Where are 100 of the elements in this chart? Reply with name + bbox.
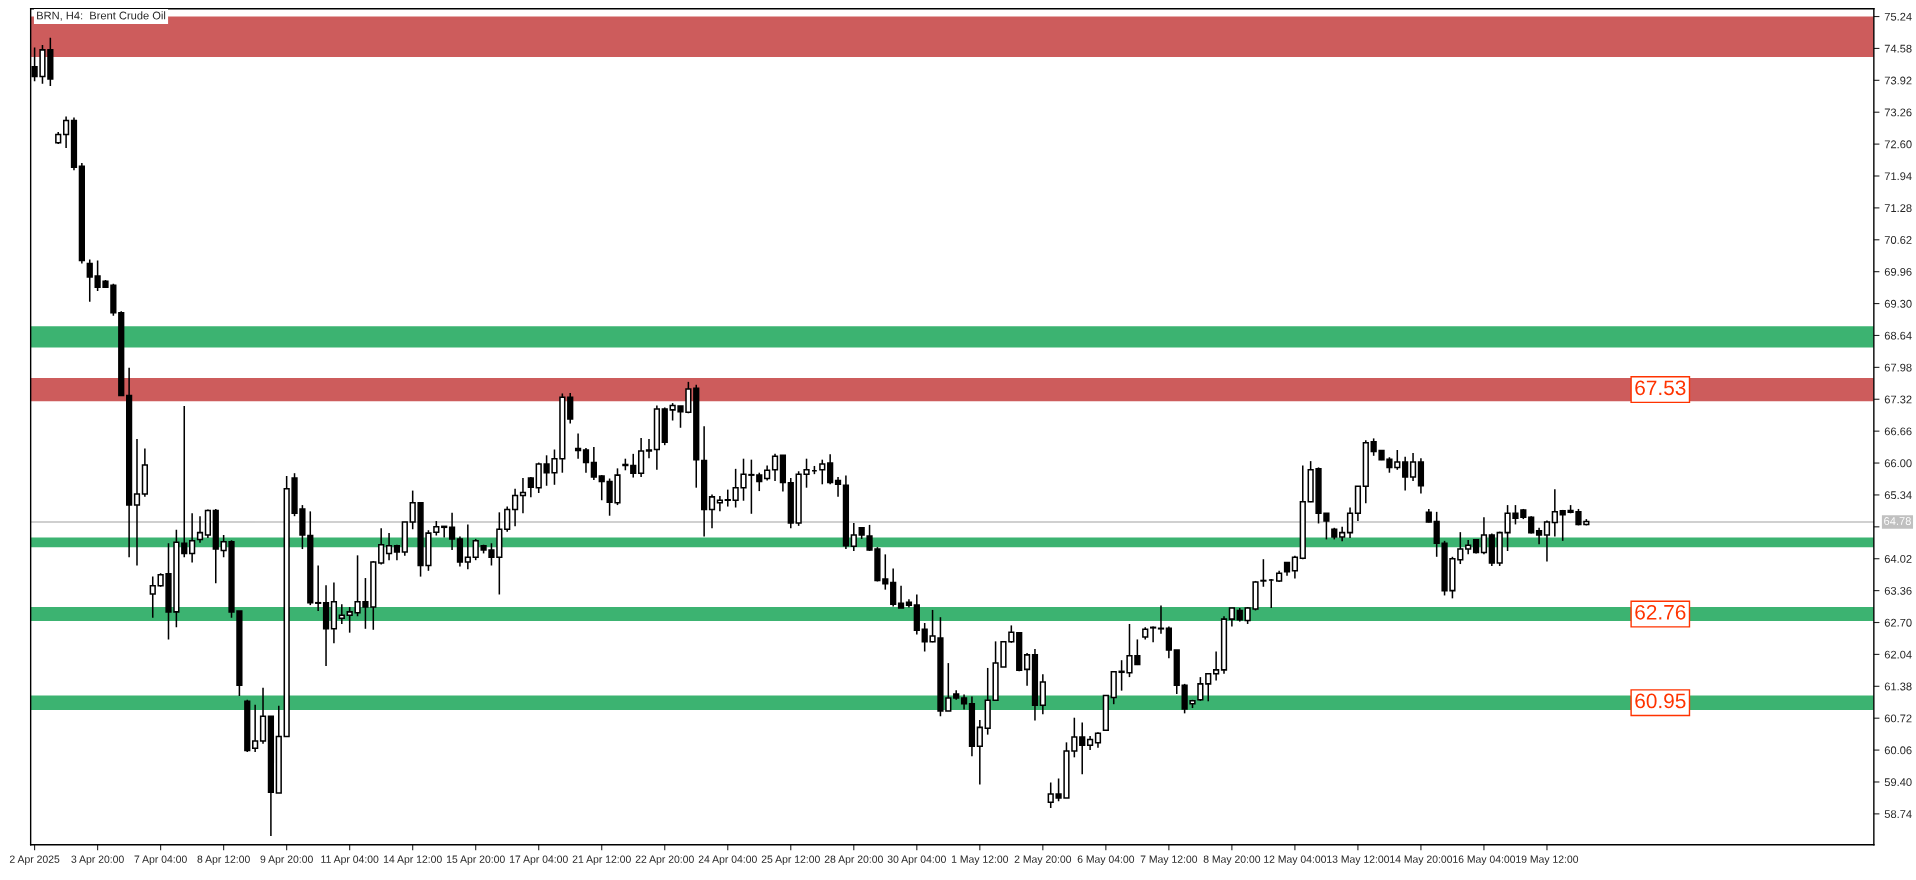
- y-tick-label: 70.62: [1884, 236, 1912, 244]
- candlestick: [976, 719, 983, 786]
- candlestick: [338, 603, 345, 625]
- candlestick: [1228, 607, 1236, 628]
- y-tick-label: 63.36: [1884, 586, 1912, 595]
- candlestick: [1149, 625, 1157, 644]
- candlestick: [1417, 457, 1425, 495]
- chart-title: BRN, H4: Brent Crude Oil: [37, 11, 166, 21]
- candlestick: [1346, 506, 1354, 539]
- x-tick-label: 2 May 20:00: [1014, 855, 1072, 865]
- x-tick-label: 8 May 20:00: [1203, 855, 1261, 865]
- candlestick: [1480, 516, 1488, 556]
- y-tick-label: 73.92: [1884, 76, 1912, 85]
- candlestick: [464, 523, 471, 571]
- candlestick: [890, 567, 897, 608]
- candlestick: [819, 458, 826, 486]
- candlestick: [378, 527, 385, 566]
- x-tick-label: 17 Apr 04:00: [509, 855, 568, 865]
- candlestick: [196, 515, 204, 544]
- band-label: 67.53: [1635, 380, 1686, 396]
- x-tick-label: 11 Apr 04:00: [321, 855, 379, 865]
- candlestick: [1023, 652, 1031, 687]
- candlestick: [716, 495, 724, 513]
- x-tick-label: 8 Apr 12:00: [197, 855, 250, 865]
- y-tick-label: 60.06: [1884, 746, 1912, 755]
- candlestick: [1039, 673, 1046, 716]
- candlestick: [582, 447, 590, 474]
- candlestick: [133, 438, 141, 567]
- candlestick: [1157, 604, 1165, 635]
- x-tick-label: 22 Apr 20:00: [635, 855, 694, 865]
- candlestick: [1291, 555, 1299, 580]
- y-tick-label: 65.34: [1884, 491, 1912, 500]
- candlestick: [511, 487, 519, 528]
- ref-line-label: 64.78: [1884, 517, 1911, 525]
- candlestick: [574, 432, 582, 460]
- x-tick-label: 3 Apr 20:00: [71, 855, 124, 865]
- candlestick: [827, 453, 834, 486]
- x-tick-label: 7 May 12:00: [1140, 855, 1198, 865]
- x-tick-label: 9 Apr 20:00: [260, 855, 313, 865]
- candlestick: [456, 535, 464, 568]
- candlestick: [189, 512, 196, 564]
- candlestick: [724, 488, 731, 508]
- y-tick-label: 61.38: [1884, 682, 1912, 691]
- candlestick: [1079, 721, 1086, 776]
- y-tick-label: 71.94: [1884, 172, 1912, 181]
- y-tick-label: 73.26: [1884, 108, 1912, 117]
- x-tick-label: 13 May 12:00: [1327, 855, 1390, 865]
- band-label: 62.76: [1635, 604, 1686, 620]
- x-tick-label: 21 Apr 12:00: [572, 855, 631, 865]
- x-tick-label: 14 May 20:00: [1390, 855, 1453, 865]
- y-tick-label: 62.04: [1884, 650, 1912, 659]
- x-tick-label: 14 Apr 12:00: [383, 855, 442, 865]
- candlestick: [645, 438, 653, 459]
- candlestick: [630, 453, 637, 479]
- y-tick-label: 72.60: [1884, 140, 1912, 149]
- y-tick-label: 69.96: [1884, 267, 1912, 276]
- x-tick-label: 6 May 04:00: [1077, 855, 1135, 865]
- candlestick: [771, 453, 779, 482]
- x-tick-label: 30 Apr 04:00: [887, 855, 946, 865]
- y-tick-label: 58.74: [1884, 810, 1912, 819]
- x-tick-label: 19 May 12:00: [1516, 855, 1579, 865]
- x-tick-label: 25 Apr 12:00: [761, 855, 820, 865]
- y-tick-label: 59.40: [1884, 778, 1912, 787]
- candlestick: [590, 446, 597, 481]
- x-tick-label: 28 Apr 20:00: [824, 855, 883, 865]
- candlestick: [62, 115, 70, 149]
- candlestick: [1543, 519, 1551, 563]
- candlestick: [1409, 452, 1417, 482]
- candlestick: [504, 505, 511, 533]
- candlestick: [637, 437, 645, 478]
- candlestick: [897, 585, 905, 609]
- x-tick-label: 7 Apr 04:00: [134, 855, 187, 865]
- candlestick: [567, 392, 574, 425]
- x-tick-label: 1 May 12:00: [951, 855, 1009, 865]
- y-tick-label: 66.66: [1884, 427, 1912, 436]
- candlestick: [252, 703, 259, 753]
- y-tick-label: 74.58: [1884, 44, 1912, 53]
- y-tick-label: 67.98: [1884, 363, 1912, 372]
- band-label: 60.95: [1635, 693, 1686, 709]
- y-tick-label: 67.32: [1884, 395, 1912, 404]
- candlestick: [1551, 488, 1558, 538]
- y-tick-label: 75.24: [1884, 12, 1912, 21]
- candlestick: [448, 512, 456, 551]
- candlestick: [1402, 455, 1409, 492]
- y-tick-label: 68.64: [1884, 331, 1912, 340]
- candlestick: [1212, 650, 1220, 682]
- y-tick-label: 64.02: [1884, 554, 1912, 563]
- candlestick: [708, 493, 716, 530]
- y-tick-label: 69.30: [1884, 299, 1912, 308]
- x-tick-label: 2 Apr 2025: [9, 855, 60, 865]
- candlestick: [519, 477, 527, 515]
- candlestick: [315, 564, 322, 612]
- y-tick-label: 66.00: [1884, 459, 1912, 468]
- x-tick-label: 24 Apr 04:00: [698, 855, 757, 865]
- candlestick: [834, 476, 842, 498]
- y-tick-label: 62.70: [1884, 618, 1912, 627]
- y-tick-label: 60.72: [1884, 714, 1912, 723]
- candlestick: [850, 522, 857, 552]
- candlestick: [441, 525, 448, 539]
- x-tick-label: 15 Apr 20:00: [446, 855, 505, 865]
